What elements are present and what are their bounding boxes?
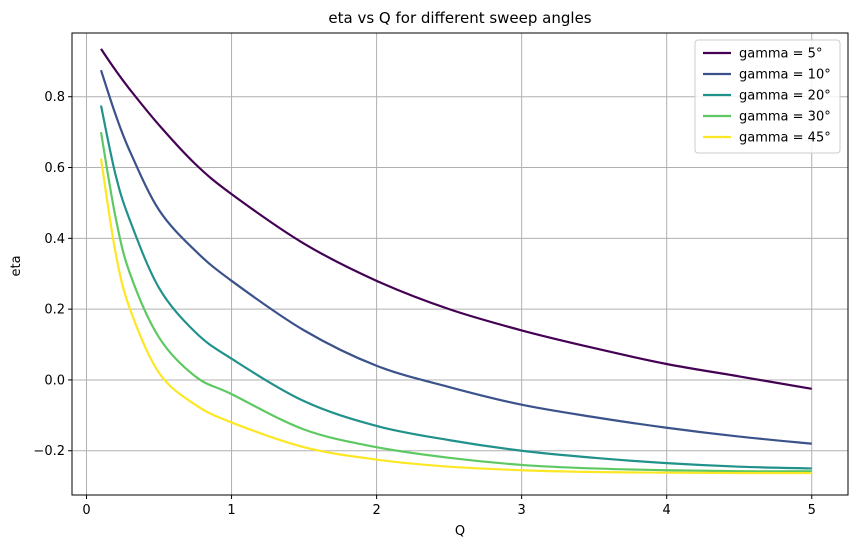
y-tick-label: 0.2 [44, 303, 65, 318]
legend-entry-0: gamma = 5° [739, 47, 822, 62]
series-line-0 [100, 48, 812, 390]
series-line-4 [99, 158, 812, 475]
x-axis-label: Q [455, 524, 465, 539]
legend-entry-3: gamma = 30° [739, 110, 831, 125]
legend-entry-2: gamma = 20° [739, 89, 831, 104]
axes-layer: 0 1 2 3 4 5 −0.2 0.0 0.2 0.4 0.6 0.8 [33, 32, 849, 518]
y-tick-label: −0.2 [33, 444, 65, 459]
x-tick-label: 5 [808, 503, 816, 518]
y-tick-label: 0.4 [44, 232, 65, 247]
series-line-3 [99, 131, 812, 473]
plot-frame [71, 32, 849, 496]
y-tick-label: 0.8 [44, 90, 65, 105]
y-tick-label: 0.0 [44, 373, 65, 388]
legend: gamma = 5° gamma = 10° gamma = 20° gamma = … [694, 39, 841, 154]
legend-box [694, 39, 841, 154]
series-line-2 [99, 105, 812, 470]
legend-entry-4: gamma = 45° [739, 131, 831, 146]
x-tick-label: 1 [227, 503, 235, 518]
chart-title: eta vs Q for different sweep angles [328, 9, 591, 27]
x-tick-label: 0 [82, 503, 90, 518]
y-axis-label: eta [9, 255, 24, 276]
x-tick-label: 3 [518, 503, 526, 518]
x-tick-label: 2 [372, 503, 380, 518]
series-line-1 [99, 69, 812, 445]
y-tick-label: 0.6 [44, 161, 65, 176]
legend-entry-1: gamma = 10° [739, 68, 831, 83]
series-layer [99, 48, 812, 475]
x-tick-label: 4 [663, 503, 671, 518]
